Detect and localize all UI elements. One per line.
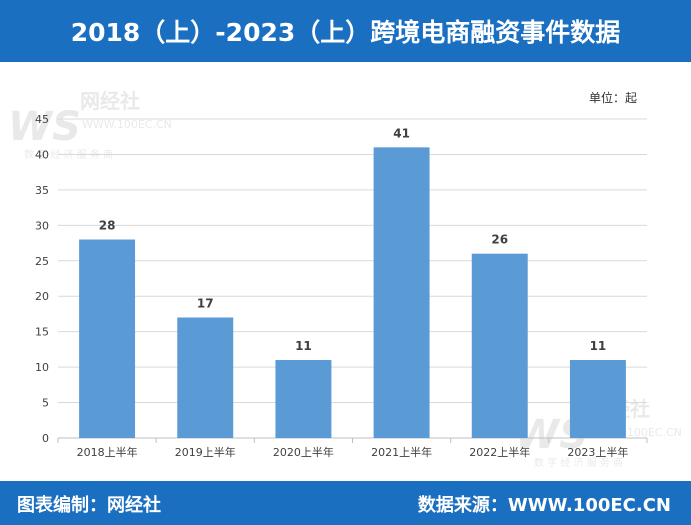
bar <box>471 253 528 438</box>
data-label: 11 <box>295 339 312 353</box>
watermark-url: WWW.100EC.CN <box>82 118 172 131</box>
bar-chart: WS 网经社 WWW.100EC.CN 数 字 经 济 服 务 商 WS 网经社… <box>8 89 682 469</box>
data-label: 11 <box>590 339 607 353</box>
bar <box>177 317 234 438</box>
y-tick-label: 35 <box>35 184 49 197</box>
y-tick-label: 20 <box>35 290 49 303</box>
bar <box>275 360 332 438</box>
y-tick-label: 40 <box>35 148 49 161</box>
watermark-logo: WS <box>8 104 81 150</box>
data-label: 17 <box>197 296 214 310</box>
chart-title: 2018（上）-2023（上）跨境电商融资事件数据 <box>0 0 691 62</box>
watermark-tagline: 数 字 经 济 服 务 商 <box>534 456 623 469</box>
footer-bar: 图表编制：网经社 数据来源：WWW.100EC.CN <box>0 481 691 525</box>
bar <box>79 239 136 438</box>
watermark-top-left: WS 网经社 WWW.100EC.CN 数 字 经 济 服 务 商 <box>8 89 172 161</box>
y-tick-label: 15 <box>35 326 49 339</box>
y-tick-label: 0 <box>42 432 49 445</box>
footer-compiled-by: 图表编制：网经社 <box>17 495 161 516</box>
x-tick-label: 2018上半年 <box>77 445 138 459</box>
bar <box>569 360 626 438</box>
x-tick-label: 2019上半年 <box>175 445 236 459</box>
data-label: 28 <box>99 219 116 233</box>
y-tick-label: 5 <box>42 397 49 410</box>
bar <box>373 147 430 438</box>
data-label: 41 <box>393 126 410 140</box>
x-tick-label: 2023上半年 <box>567 445 628 459</box>
watermark-brand: 网经社 <box>80 89 140 113</box>
unit-label: 单位：起 <box>588 91 637 105</box>
x-tick-label: 2022上半年 <box>469 445 530 459</box>
footer-source: 数据来源：WWW.100EC.CN <box>417 495 671 516</box>
x-tick-label: 2020上半年 <box>273 445 334 459</box>
y-tick-label: 10 <box>35 361 49 374</box>
y-tick-label: 30 <box>35 219 49 232</box>
data-label: 26 <box>491 233 508 247</box>
y-tick-label: 45 <box>35 113 49 126</box>
y-tick-label: 25 <box>35 255 49 268</box>
x-tick-label: 2021上半年 <box>371 445 432 459</box>
